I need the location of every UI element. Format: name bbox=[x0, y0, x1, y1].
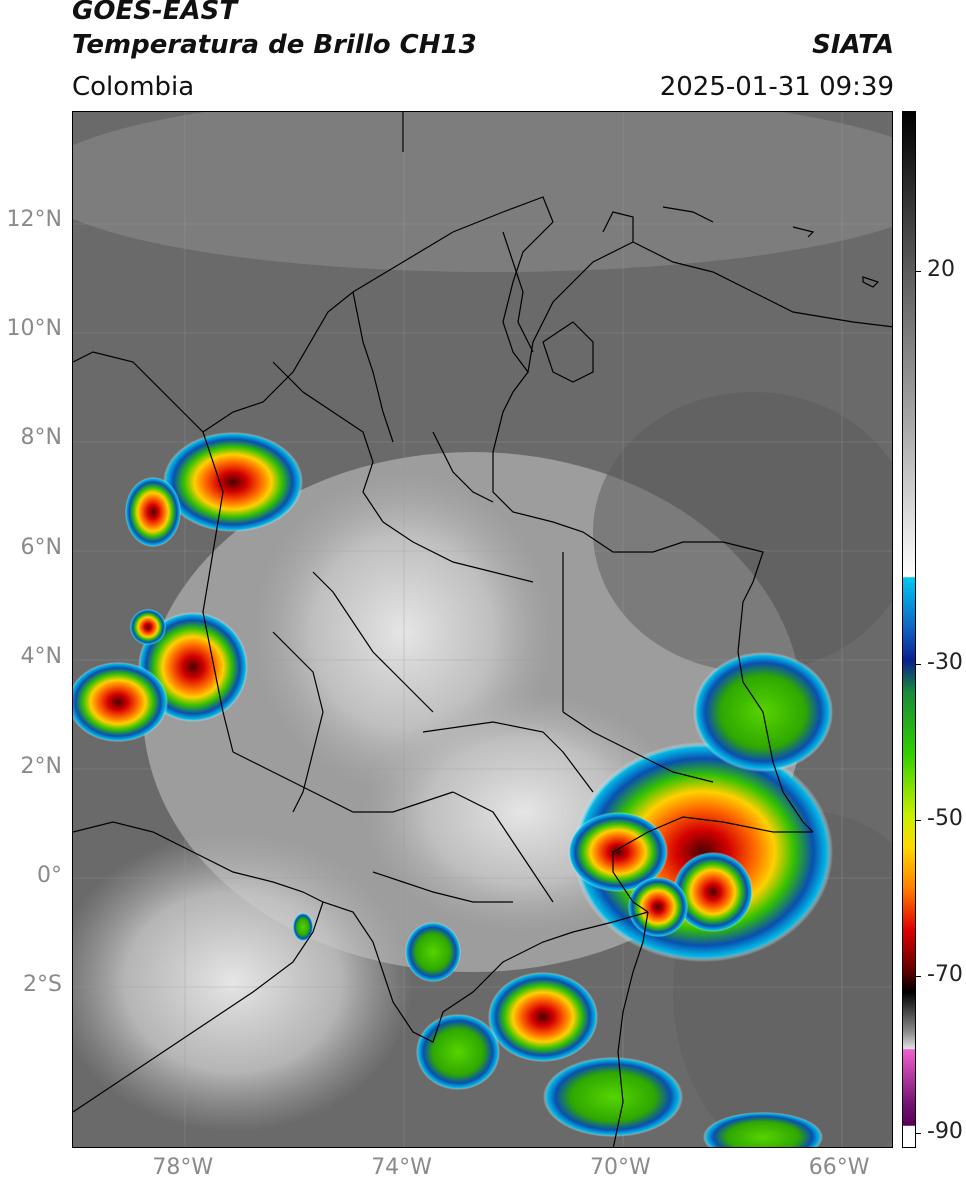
colorbar-tick-mark bbox=[916, 1133, 921, 1134]
colorbar-tick-label: 20 bbox=[927, 257, 955, 282]
colorbar-tick-label: -30 bbox=[927, 650, 963, 675]
colorbar-tick-label: -70 bbox=[927, 962, 963, 987]
colorbar bbox=[902, 111, 916, 1148]
map-svg bbox=[73, 112, 892, 1147]
region-label: Colombia bbox=[72, 72, 195, 102]
lat-tick-label: 0° bbox=[37, 863, 62, 888]
lon-tick-label: 66°W bbox=[808, 1155, 870, 1180]
lat-tick-label: 6°N bbox=[20, 534, 62, 560]
colorbar-tick-mark bbox=[916, 820, 921, 821]
colorbar-tick-mark bbox=[916, 976, 921, 977]
colorbar-tick-label: -50 bbox=[927, 806, 963, 831]
lat-tick-label: 8°N bbox=[20, 425, 62, 451]
colorbar-tick-label: -90 bbox=[927, 1119, 963, 1144]
organization-label: SIATA bbox=[812, 30, 894, 60]
lat-tick-label: 12°N bbox=[6, 206, 62, 232]
colorbar-tick-mark bbox=[916, 271, 921, 272]
colorbar-tick-mark bbox=[916, 664, 921, 665]
lat-tick-label: 4°N bbox=[20, 644, 62, 670]
storm-cells bbox=[73, 432, 833, 1147]
lon-tick-label: 70°W bbox=[590, 1155, 651, 1180]
colorbar-gradient bbox=[903, 112, 915, 1147]
timestamp-label: 2025-01-31 09:39 bbox=[659, 72, 894, 102]
satellite-map bbox=[72, 111, 893, 1148]
product-title: Temperatura de Brillo CH13 bbox=[72, 30, 477, 60]
lat-tick-label: 10°N bbox=[6, 316, 62, 341]
lon-tick-label: 78°W bbox=[152, 1155, 214, 1180]
lon-tick-label: 74°W bbox=[371, 1155, 432, 1180]
lat-tick-label: 2°N bbox=[20, 753, 62, 779]
satellite-title: GOES-EAST bbox=[72, 0, 238, 26]
lat-tick-label: 2°S bbox=[23, 972, 62, 998]
borders bbox=[73, 112, 892, 1147]
